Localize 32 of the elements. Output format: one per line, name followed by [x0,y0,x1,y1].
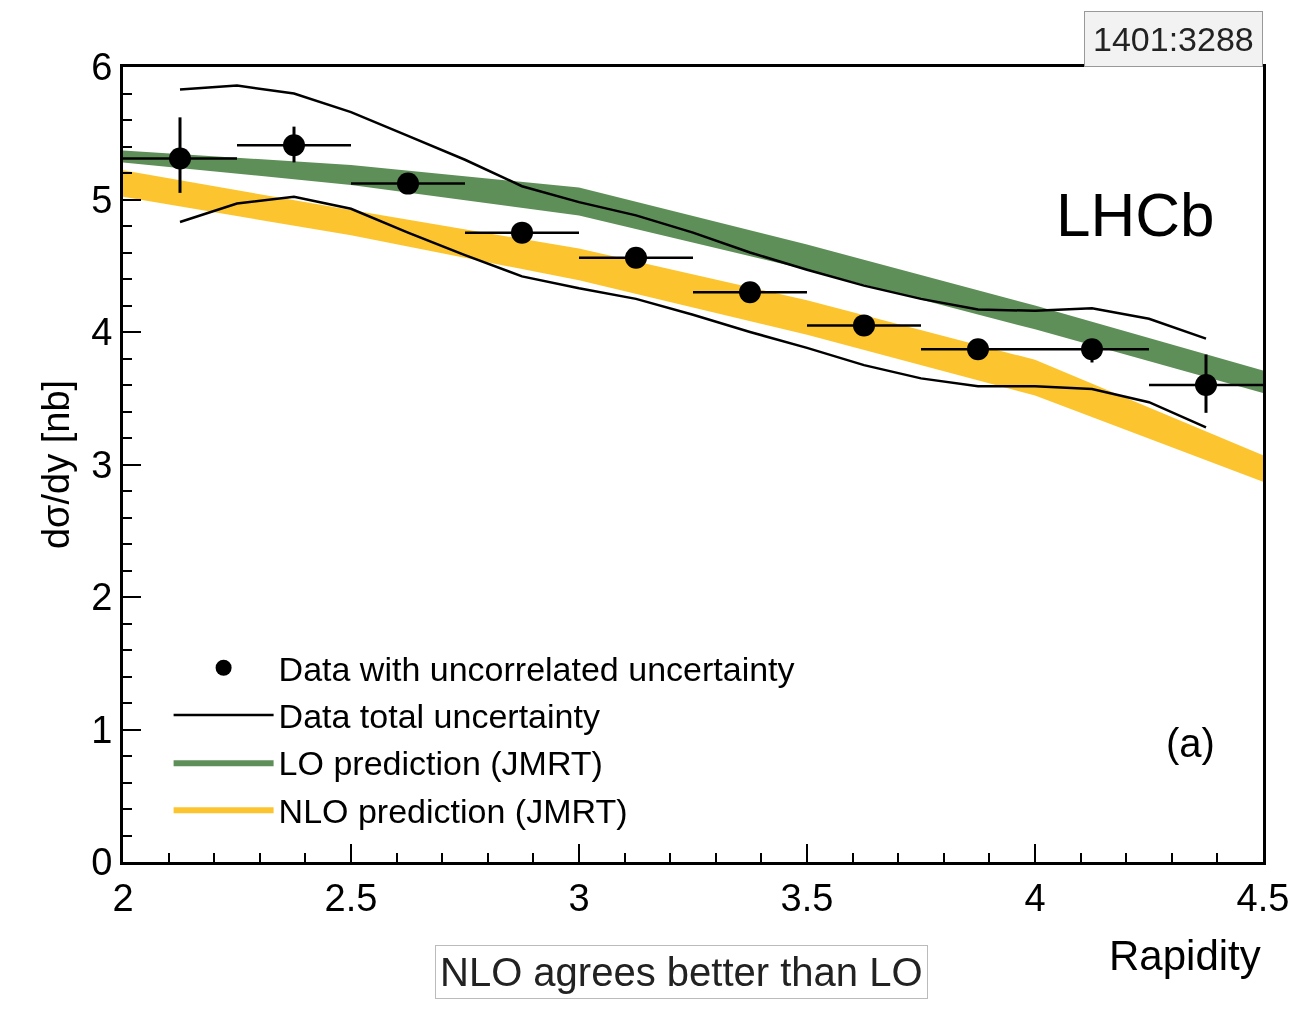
y-tick-label: 3 [91,443,113,486]
x-axis-title: Rapidity [1109,932,1261,979]
x-tick-label: 3 [568,876,590,919]
x-tick-label: 3.5 [780,876,834,919]
annotation: (a) [1166,721,1215,765]
x-tick-label: 2.5 [324,876,378,919]
annotation: LHCb [1056,180,1215,249]
y-tick-label: 5 [91,178,113,221]
point [1081,338,1103,361]
point [853,314,875,337]
y-axis-title: dσ/dy [nb] [35,379,78,550]
text: NLO agrees better than LO [440,950,923,994]
legend-label: NLO prediction (JMRT) [278,791,628,830]
x-tick-label: 4 [1024,876,1046,919]
y-tick-label: 4 [91,311,113,354]
point [967,338,989,361]
point [397,172,419,195]
point [169,147,191,170]
point [739,281,761,304]
text: 1401:3288 [1093,20,1254,58]
point [283,134,305,157]
y-tick-label: 0 [91,841,113,884]
x-tick-label: 4.5 [1236,876,1290,919]
point [1195,374,1217,396]
legend-label: Data total uncertainty [278,697,600,736]
y-tick-label: 6 [91,46,113,89]
legend-label: Data with uncorrelated uncertainty [278,650,795,689]
point [511,221,533,244]
y-tick-label: 2 [91,576,113,619]
point [625,246,647,269]
y-tick-label: 1 [91,708,113,751]
legend-label: LO prediction (JMRT) [278,744,603,783]
